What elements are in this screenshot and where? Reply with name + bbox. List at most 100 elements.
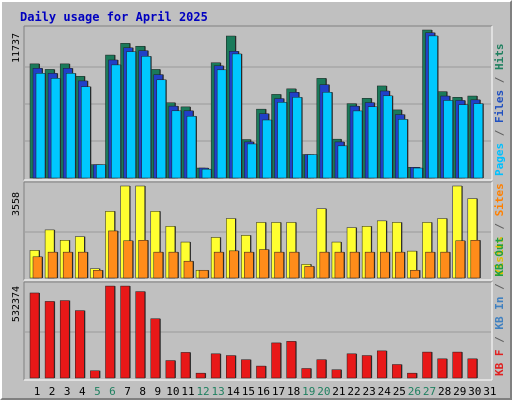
kbytes-bar-kb-f-day-30 <box>467 358 478 379</box>
x-tick-label-6: 6 <box>109 385 116 398</box>
kbytes-bar-kb-f-day-9 <box>150 318 161 379</box>
hits-bar-pages-day-8 <box>141 56 151 179</box>
hits-bar-pages-day-15 <box>247 143 257 179</box>
visits-bar-sites-day-30 <box>470 239 481 279</box>
hits-bar-pages-day-23 <box>367 106 378 179</box>
kbytes-bar-kb-f-day-3 <box>59 300 70 379</box>
visits-bar-sites-day-6 <box>108 230 118 279</box>
x-tick-label-20: 20 <box>317 385 330 398</box>
x-tick-label-16: 16 <box>257 385 270 398</box>
kbytes-bar-kb-f-day-24 <box>376 350 387 379</box>
kbytes-legend-item-3: / <box>493 277 506 297</box>
x-tick-label-23: 23 <box>363 385 376 398</box>
visits-bar-sites-day-2 <box>47 251 58 279</box>
x-tick-label-3: 3 <box>64 385 71 398</box>
visits-legend-item-1: / <box>493 216 506 236</box>
hits-bar-pages-day-30 <box>473 103 484 179</box>
x-tick-label-11: 11 <box>181 385 194 398</box>
kbytes-bar-kb-f-day-8 <box>135 291 145 379</box>
x-tick-label-22: 22 <box>347 385 360 398</box>
hits-legend-item-4: Hits <box>493 44 506 71</box>
visits-bar-sites-day-3 <box>62 251 73 279</box>
hits-bar-pages-day-10 <box>171 110 182 179</box>
visits-axis-max-label: 3558 <box>11 192 22 216</box>
hits-bar-pages-day-12 <box>201 168 212 179</box>
hits-bar-pages-day-18 <box>292 97 302 179</box>
hits-bar-pages-day-22 <box>352 110 363 179</box>
kbytes-bar-kb-f-day-28 <box>437 358 447 379</box>
kbytes-legend-item-0: KB F <box>493 350 506 377</box>
kbytes-bar-kb-f-day-21 <box>331 369 342 379</box>
visits-bar-sites-day-20 <box>319 251 330 279</box>
visits-bar-sites-day-18 <box>289 251 299 279</box>
kbytes-bar-kb-f-day-10 <box>165 360 176 379</box>
x-tick-label-24: 24 <box>378 385 392 398</box>
kbytes-legend-item-1: / <box>493 330 506 350</box>
kbytes-bar-kb-f-day-16 <box>256 365 266 379</box>
x-tick-label-4: 4 <box>79 385 86 398</box>
x-tick-label-10: 10 <box>166 385 179 398</box>
visits-bar-sites-day-11 <box>183 260 194 279</box>
hits-axis-max-label: 11737 <box>11 33 22 63</box>
x-tick-label-13: 13 <box>212 385 225 398</box>
visits-bar-sites-day-25 <box>395 251 405 279</box>
hits-bar-pages-day-4 <box>81 86 91 179</box>
hits-bar-pages-day-14 <box>232 53 242 179</box>
x-tick-label-8: 8 <box>139 385 146 398</box>
hits-panel: 11737 Pages / Files / Hits <box>11 25 506 181</box>
chart-title: Daily usage for April 2025 <box>20 10 208 24</box>
visits-bar-sites-day-8 <box>138 239 148 279</box>
x-tick-label-14: 14 <box>227 385 241 398</box>
visits-legend-item-2: Sites <box>493 183 506 216</box>
visits-bar-sites-day-16 <box>259 249 269 279</box>
visits-legend-item-0: Visits <box>493 236 506 276</box>
visits-bar-sites-day-28 <box>440 251 450 279</box>
hits-bar-pages-day-3 <box>65 73 76 179</box>
visits-panel: 3558 Visits / Sites <box>11 181 506 281</box>
kbytes-plot-bg <box>24 282 492 380</box>
visits-bar-sites-day-4 <box>78 251 88 279</box>
kbytes-bar-kb-f-day-4 <box>75 310 85 379</box>
hits-bar-pages-day-28 <box>443 100 453 179</box>
x-tick-label-7: 7 <box>124 385 131 398</box>
x-tick-label-12: 12 <box>196 385 209 398</box>
kbytes-bar-kb-f-day-19 <box>301 368 311 379</box>
hits-bar-pages-day-21 <box>337 145 348 179</box>
visits-bar-sites-day-14 <box>229 250 239 279</box>
kbytes-bar-kb-f-day-12 <box>195 372 206 379</box>
hits-bar-pages-day-2 <box>50 78 61 179</box>
hits-bar-pages-day-19 <box>307 154 317 179</box>
kbytes-bar-kb-f-day-5 <box>90 370 100 379</box>
visits-bar-sites-day-9 <box>153 251 164 279</box>
hits-bar-pages-day-26 <box>413 167 423 179</box>
visits-bar-sites-day-17 <box>274 251 284 279</box>
hits-legend-item-2: Files <box>493 90 506 123</box>
kbytes-bar-kb-f-day-27 <box>422 351 432 379</box>
kbytes-axis-max-label: 532374 <box>11 286 22 322</box>
visits-bar-sites-day-1 <box>32 256 43 279</box>
visits-bar-sites-day-15 <box>244 251 254 279</box>
kbytes-bar-kb-f-day-6 <box>105 285 115 379</box>
kbytes-legend-item-4: KB Out <box>493 237 506 277</box>
visits-bar-sites-day-22 <box>349 251 360 279</box>
x-tick-label-25: 25 <box>393 385 406 398</box>
kbytes-bar-kb-f-day-13 <box>210 353 221 379</box>
visits-bar-sites-day-24 <box>379 251 390 279</box>
visits-bar-sites-day-12 <box>198 269 209 279</box>
kbytes-bar-kb-f-day-25 <box>392 364 402 379</box>
hits-bar-pages-day-7 <box>126 51 136 179</box>
hits-legend-item-3: / <box>493 70 506 90</box>
hits-bar-pages-day-13 <box>216 69 227 179</box>
kbytes-bar-kb-f-day-26 <box>407 372 417 379</box>
x-tick-label-15: 15 <box>242 385 255 398</box>
x-tick-label-18: 18 <box>287 385 300 398</box>
x-tick-label-29: 29 <box>453 385 466 398</box>
hits-bar-pages-day-5 <box>96 164 106 179</box>
kbytes-bar-kb-f-day-2 <box>44 301 55 379</box>
x-tick-label-19: 19 <box>302 385 315 398</box>
hits-bar-pages-day-6 <box>111 64 121 179</box>
hits-bar-pages-day-16 <box>262 119 272 179</box>
x-tick-label-5: 5 <box>94 385 101 398</box>
